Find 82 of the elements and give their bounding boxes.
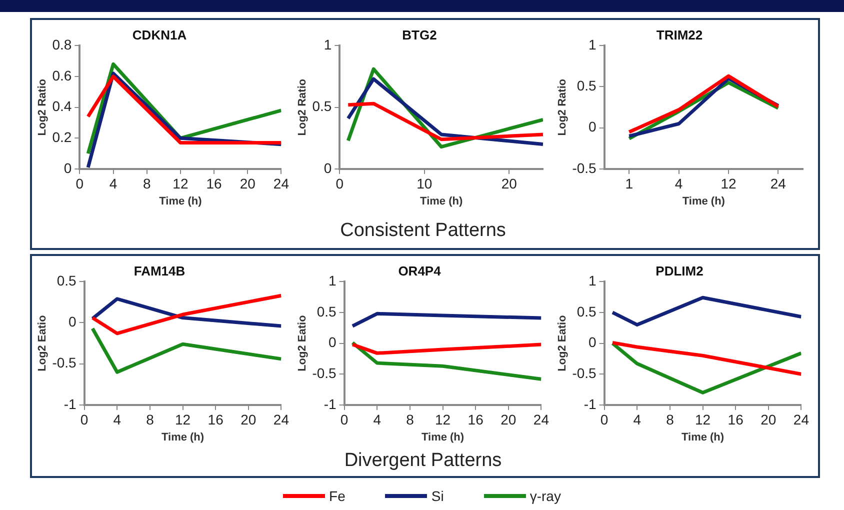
x-axis-title: Time (h) [681, 431, 724, 444]
y-tick-label: -1 [324, 396, 337, 412]
y-tick-label: 1 [324, 36, 332, 52]
chart-title: CDKN1A [132, 27, 188, 42]
x-tick-label: 12 [694, 411, 711, 428]
chart-title: FAM14B [134, 263, 186, 278]
x-tick-label: 12 [174, 411, 191, 428]
y-tick-label: 0.4 [52, 98, 72, 114]
x-tick-label: 4 [113, 411, 122, 428]
y-tick-label: 0.5 [576, 78, 597, 94]
x-tick-label: 8 [142, 175, 151, 192]
x-tick-label: 16 [468, 411, 484, 428]
x-tick-label: 0 [600, 411, 608, 428]
y-tick-label: 0 [324, 160, 332, 176]
y-tick-label: -1 [584, 396, 597, 412]
y-tick-label: 1 [588, 272, 597, 288]
y-tick-label: 0.6 [52, 67, 72, 84]
y-axis-title: Log2 Ratio [36, 78, 49, 136]
x-tick-label: 12 [434, 411, 451, 428]
x-tick-label: 20 [501, 175, 518, 192]
y-tick-label: 0.5 [312, 98, 332, 114]
x-axis-title: Time (h) [420, 195, 463, 208]
y-tick-label: 0 [64, 160, 72, 176]
chart-title: OR4P4 [398, 263, 442, 278]
x-tick-label: 0 [80, 411, 88, 428]
x-tick-label: 4 [109, 175, 118, 192]
x-tick-label: 24 [273, 411, 290, 428]
x-tick-label: 16 [206, 175, 222, 192]
x-axis-title: Time (h) [159, 195, 202, 208]
x-tick-label: 8 [406, 411, 414, 428]
x-tick-label: 8 [666, 411, 674, 428]
x-axis-title: Time (h) [421, 431, 464, 444]
y-tick-label: -0.5 [312, 365, 337, 382]
y-tick-label: -1 [64, 396, 77, 412]
x-tick-label: 1 [625, 175, 634, 192]
x-tick-label: 4 [674, 175, 683, 192]
y-tick-label: 0 [588, 334, 597, 350]
legend-label: γ-ray [530, 488, 561, 504]
y-tick-label: 0.5 [56, 272, 77, 288]
y-tick-label: 0 [68, 314, 77, 330]
legend-label: Si [431, 488, 444, 504]
y-tick-label: 0.2 [52, 129, 72, 146]
x-tick-label: 16 [728, 411, 744, 428]
x-tick-label: 24 [770, 175, 786, 192]
text: Divergent Patterns [343, 450, 503, 472]
y-tick-label: 0 [588, 118, 597, 135]
y-tick-label: 0.8 [52, 36, 72, 52]
y-tick-label: 1 [328, 272, 337, 288]
y-axis-title: Log2 Ratio [296, 78, 309, 136]
x-tick-label: 4 [373, 411, 382, 428]
x-tick-label: 24 [273, 175, 290, 192]
legend-label: Fe [329, 488, 346, 504]
y-tick-label: -0.5 [52, 354, 77, 371]
chart-title: TRIM22 [656, 27, 703, 42]
chart-title: PDLIM2 [656, 263, 704, 278]
x-tick-label: 8 [146, 411, 154, 428]
x-tick-label: 20 [500, 411, 516, 428]
text: Consistent Patterns [339, 220, 507, 242]
x-tick-label: 12 [172, 175, 188, 192]
x-tick-label: 24 [793, 411, 810, 428]
x-tick-label: 4 [633, 411, 642, 428]
y-axis-title: Log2 Eatio [36, 314, 49, 372]
x-tick-label: 20 [760, 411, 776, 428]
y-axis-title: Log2 Eatio [556, 314, 569, 372]
y-tick-label: 1 [588, 36, 597, 52]
x-tick-label: 24 [533, 411, 550, 428]
y-axis-title: Log2 Ratio [556, 78, 569, 136]
y-tick-label: -0.5 [572, 365, 597, 382]
x-tick-label: 20 [240, 411, 256, 428]
y-tick-label: 0 [328, 334, 337, 350]
y-tick-label: 0.5 [316, 303, 337, 320]
y-tick-label: 0.5 [576, 303, 597, 320]
x-axis-title: Time (h) [161, 431, 204, 444]
y-tick-label: -0.5 [572, 160, 597, 176]
x-tick-label: 20 [240, 175, 256, 192]
x-tick-label: 12 [720, 175, 736, 192]
y-axis-title: Log2 Eatio [296, 314, 309, 372]
x-tick-label: 16 [208, 411, 224, 428]
x-axis-title: Time (h) [682, 195, 726, 208]
chart-title: BTG2 [402, 27, 437, 42]
x-tick-label: 10 [416, 175, 432, 192]
x-tick-label: 0 [340, 411, 348, 428]
